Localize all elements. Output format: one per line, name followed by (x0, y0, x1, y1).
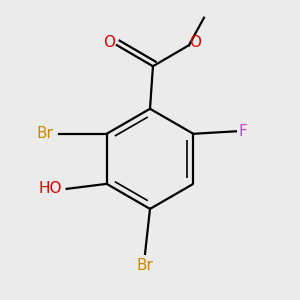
Text: F: F (239, 124, 248, 139)
Text: O: O (190, 35, 202, 50)
Text: Br: Br (37, 126, 53, 141)
Text: Br: Br (136, 258, 153, 273)
Text: O: O (103, 35, 116, 50)
Text: HO: HO (39, 182, 62, 196)
